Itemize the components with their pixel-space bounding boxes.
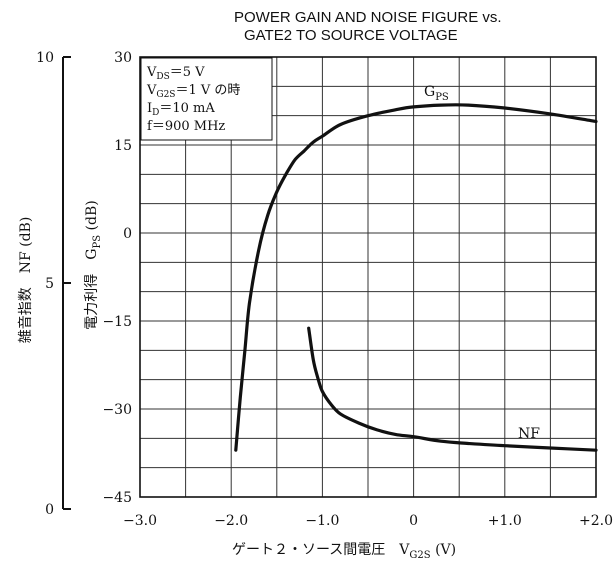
x-tick-label: −1.0 [305, 513, 339, 529]
x-axis-ticks: −3.0 −2.0 −1.0 0 +1.0 +2.0 [123, 513, 613, 529]
condition-subscript: D [152, 108, 159, 118]
conditions-frame [140, 57, 273, 141]
nf-tick-label: 5 [45, 276, 54, 292]
gain-axis-ticks: 30 15 0 −15 −30 −45 [102, 50, 132, 506]
series-line-g [234, 103, 598, 452]
condition-line: f＝900 MHz [147, 119, 225, 134]
condition-symbol: I [147, 101, 152, 116]
gain-axis-label-suffix: (dB) [84, 200, 100, 235]
gain-tick-label: 15 [114, 138, 132, 154]
condition-value: ＝1 V の時 [175, 83, 240, 98]
chart-title-line-1: POWER GAIN AND NOISE FIGURE vs. [234, 9, 502, 26]
gain-tick-label: −45 [102, 490, 132, 506]
x-tick-label: +2.0 [579, 513, 613, 529]
chart-title: POWER GAIN AND NOISE FIGURE vs. GATE2 TO… [234, 9, 502, 44]
condition-symbol: f [147, 119, 153, 134]
gain-axis-label-prefix: 電力利得 G [83, 249, 100, 330]
nf-axis-ticks: 10 5 0 [36, 50, 71, 518]
nf-axis-label: 雑音指数 NF (dB) [17, 217, 34, 344]
condition-line: VDS＝5 V [146, 65, 205, 82]
nf-tick-label: 10 [36, 50, 54, 66]
gain-tick-label: 30 [114, 50, 132, 66]
x-tick-label: 0 [409, 513, 418, 529]
nf-tick-label: 0 [45, 502, 54, 518]
x-axis-label-sub: G2S [409, 550, 430, 561]
x-axis-label: ゲート２・ソース間電圧 VG2S (V) [232, 542, 456, 561]
x-axis-label-suffix: (V) [431, 542, 456, 558]
series-label-gps-sub: PS [435, 92, 449, 103]
condition-value: ＝5 V [170, 65, 205, 80]
condition-symbol: V [146, 65, 157, 80]
gain-tick-label: 0 [123, 226, 132, 242]
x-axis-label-prefix: ゲート２・ソース間電圧 V [232, 542, 410, 558]
condition-value: ＝900 MHz [152, 119, 226, 134]
series-label-nf: NF [518, 426, 540, 442]
condition-subscript: G2S [156, 90, 175, 100]
condition-line: VG2S＝1 V の時 [146, 83, 240, 100]
plot-frame [139, 56, 597, 498]
gain-tick-label: −30 [102, 402, 132, 418]
series-layer: GPS NF [234, 84, 598, 452]
series-label-gps-main: G [424, 84, 435, 100]
condition-value: ＝10 mA [159, 101, 215, 116]
series-line-nf [307, 326, 598, 452]
x-tick-label: −2.0 [214, 513, 248, 529]
x-tick-label: +1.0 [488, 513, 522, 529]
gain-axis-label: 電力利得 GPS (dB) [83, 200, 103, 329]
gain-tick-label: −15 [102, 314, 132, 330]
condition-subscript: DS [156, 72, 169, 82]
x-tick-label: −3.0 [123, 513, 157, 529]
condition-line: ID＝10 mA [147, 101, 215, 118]
gain-axis-label-sub: PS [92, 235, 103, 249]
series-label-gps: GPS [424, 84, 449, 103]
condition-symbol: V [146, 83, 157, 98]
chart-title-line-2: GATE2 TO SOURCE VOLTAGE [244, 27, 458, 44]
